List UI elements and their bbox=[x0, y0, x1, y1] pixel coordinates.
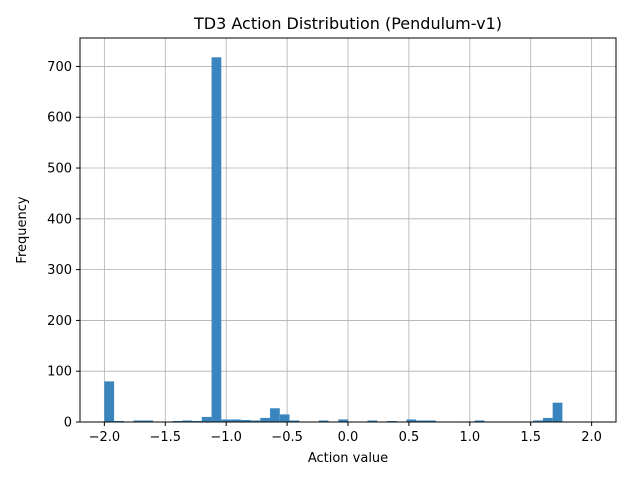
histogram-bar bbox=[289, 420, 300, 422]
grid-lines bbox=[80, 38, 616, 423]
histogram-bar bbox=[143, 420, 154, 422]
chart-title: TD3 Action Distribution (Pendulum-v1) bbox=[193, 14, 502, 33]
histogram-bar bbox=[542, 417, 553, 422]
y-axis-label: Frequency bbox=[15, 196, 30, 263]
histogram-bar bbox=[474, 420, 485, 422]
histogram-bar bbox=[338, 419, 348, 422]
histogram-bar bbox=[133, 420, 144, 422]
histogram-bar bbox=[201, 416, 212, 422]
x-tick-label: −0.5 bbox=[271, 430, 303, 445]
histogram-bar bbox=[221, 419, 232, 422]
y-tick-label: 400 bbox=[47, 212, 72, 227]
x-tick-label: 1.5 bbox=[520, 430, 541, 445]
y-tick-label: 500 bbox=[47, 162, 72, 177]
histogram-bar bbox=[406, 419, 417, 422]
x-tick-label: 0.0 bbox=[338, 430, 359, 445]
histogram-bar bbox=[231, 419, 241, 422]
x-tick-label: −1.5 bbox=[149, 430, 181, 445]
x-axis-ticks: −2.0 −1.5 −1.0 −0.5 0.0 0.5 1.0 1.5 2.0 bbox=[89, 422, 602, 445]
y-axis-ticks: 0 100 200 300 400 500 600 700 bbox=[47, 60, 80, 431]
x-tick-label: 2.0 bbox=[581, 430, 602, 445]
y-tick-label: 600 bbox=[47, 111, 72, 126]
y-tick-label: 700 bbox=[47, 60, 72, 75]
histogram-bar bbox=[533, 420, 543, 422]
y-tick-label: 200 bbox=[47, 314, 72, 329]
histogram-bar bbox=[552, 402, 563, 422]
histogram-bar bbox=[416, 420, 426, 422]
y-tick-label: 0 bbox=[64, 416, 72, 431]
histogram-bar bbox=[260, 417, 271, 422]
histogram-bar bbox=[104, 381, 115, 422]
histogram-bar bbox=[386, 420, 397, 422]
histogram-bar bbox=[270, 408, 280, 422]
x-tick-label: 0.5 bbox=[399, 430, 420, 445]
x-tick-label: 1.0 bbox=[459, 430, 480, 445]
histogram-bars bbox=[104, 57, 563, 423]
histogram-bar bbox=[114, 420, 124, 422]
histogram-bar bbox=[250, 420, 261, 422]
x-axis-label: Action value bbox=[308, 451, 388, 466]
histogram-bar bbox=[425, 420, 436, 422]
histogram-bar bbox=[192, 420, 202, 422]
y-tick-label: 300 bbox=[47, 263, 72, 278]
x-tick-label: −2.0 bbox=[89, 430, 121, 445]
y-tick-label: 100 bbox=[47, 365, 72, 380]
histogram-bar bbox=[172, 420, 183, 422]
histogram-bar bbox=[279, 414, 290, 422]
histogram-bar bbox=[367, 420, 378, 422]
histogram-bar bbox=[211, 57, 222, 423]
histogram-bar bbox=[240, 419, 251, 422]
histogram-bar bbox=[182, 420, 193, 422]
histogram-bar bbox=[318, 420, 329, 422]
x-tick-label: −1.0 bbox=[210, 430, 242, 445]
